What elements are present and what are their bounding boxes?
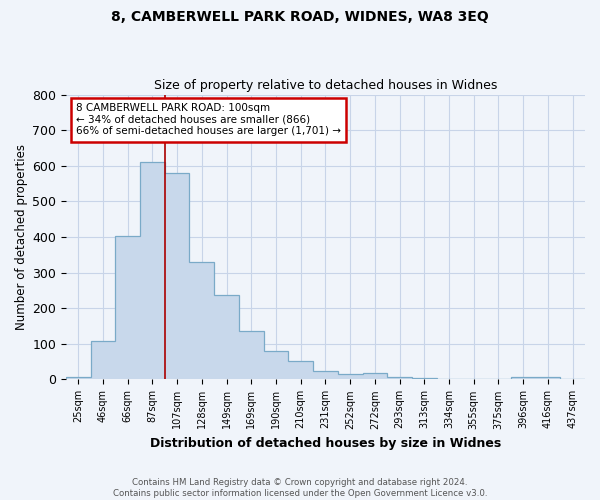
Y-axis label: Number of detached properties: Number of detached properties xyxy=(15,144,28,330)
Title: Size of property relative to detached houses in Widnes: Size of property relative to detached ho… xyxy=(154,79,497,92)
X-axis label: Distribution of detached houses by size in Widnes: Distribution of detached houses by size … xyxy=(150,437,501,450)
Text: 8, CAMBERWELL PARK ROAD, WIDNES, WA8 3EQ: 8, CAMBERWELL PARK ROAD, WIDNES, WA8 3EQ xyxy=(111,10,489,24)
Text: Contains HM Land Registry data © Crown copyright and database right 2024.
Contai: Contains HM Land Registry data © Crown c… xyxy=(113,478,487,498)
Text: 8 CAMBERWELL PARK ROAD: 100sqm
← 34% of detached houses are smaller (866)
66% of: 8 CAMBERWELL PARK ROAD: 100sqm ← 34% of … xyxy=(76,103,341,136)
